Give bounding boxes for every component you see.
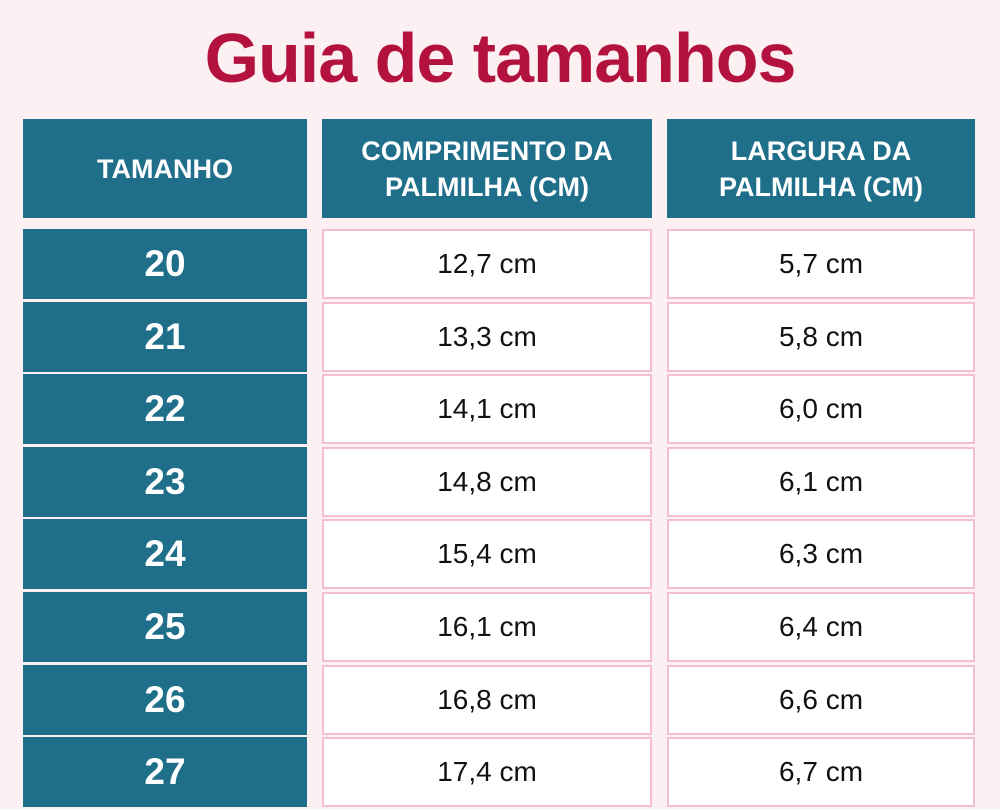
size-cell: 21 xyxy=(23,301,307,372)
size-cell: 22 xyxy=(23,374,307,445)
size-cell: 20 xyxy=(23,229,307,299)
page-title: Guia de tamanhos xyxy=(204,19,797,97)
size-cell: 26 xyxy=(23,664,307,735)
column-header: LARGURA DA PALMILHA (CM) xyxy=(667,119,975,218)
size-cell: 25 xyxy=(23,592,307,662)
size-cell: 23 xyxy=(23,446,307,517)
measure-cell: 6,1 cm xyxy=(667,446,975,517)
measure-cell: 6,4 cm xyxy=(667,592,975,662)
measure-cell: 6,6 cm xyxy=(667,664,975,735)
measure-cell: 6,7 cm xyxy=(667,737,975,808)
measure-cell: 16,8 cm xyxy=(322,664,652,735)
measure-cell: 5,7 cm xyxy=(667,229,975,299)
size-cell: 27 xyxy=(23,737,307,808)
measure-cell: 15,4 cm xyxy=(322,519,652,590)
measure-cell: 14,1 cm xyxy=(322,374,652,445)
measure-cell: 6,0 cm xyxy=(667,374,975,445)
measure-cell: 17,4 cm xyxy=(322,737,652,808)
measure-cell: 14,8 cm xyxy=(322,446,652,517)
column-header: COMPRIMENTO DA PALMILHA (CM) xyxy=(322,119,652,218)
measure-cell: 13,3 cm xyxy=(322,301,652,372)
measure-cell: 16,1 cm xyxy=(322,592,652,662)
measure-cell: 6,3 cm xyxy=(667,519,975,590)
size-cell: 24 xyxy=(23,519,307,590)
measure-cell: 5,8 cm xyxy=(667,301,975,372)
column-header: TAMANHO xyxy=(23,119,307,218)
measure-cell: 12,7 cm xyxy=(322,229,652,299)
